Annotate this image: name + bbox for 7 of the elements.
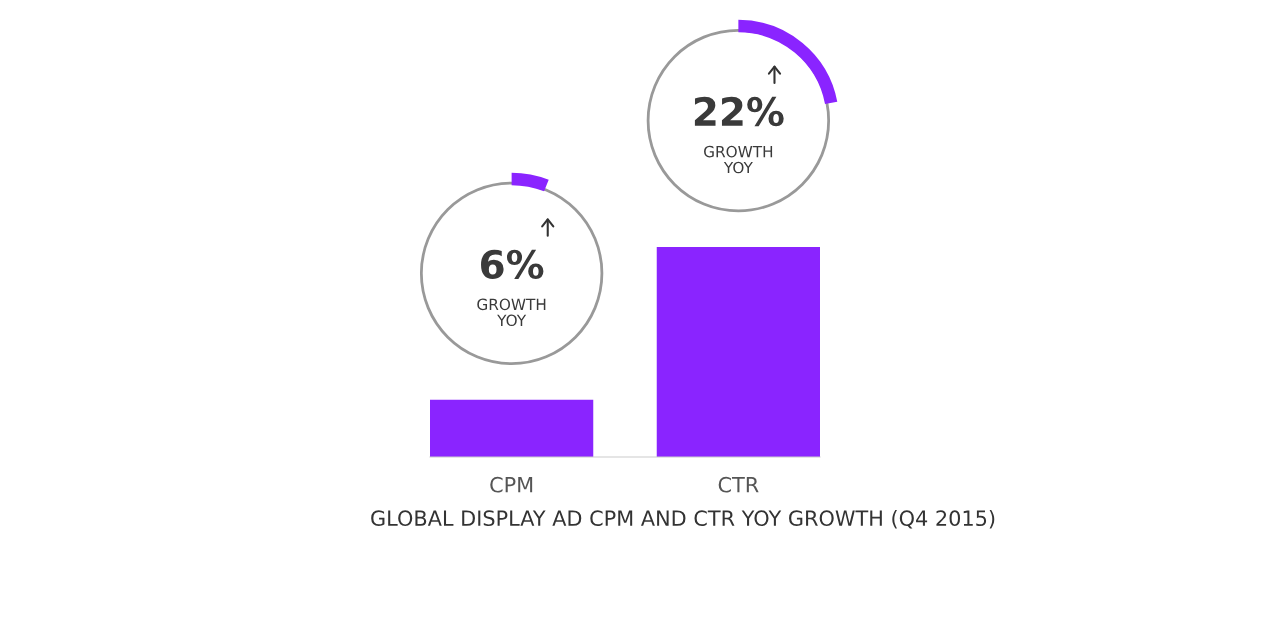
x-tick-label: CPM — [490, 476, 533, 493]
x-tick-label: CTR — [718, 476, 759, 493]
data-label: 22% — [694, 96, 784, 127]
annotation: GROWTH YOY — [477, 298, 546, 327]
text: GROWTH YOY — [704, 145, 773, 174]
data-label: 6% — [481, 249, 544, 280]
text: GLOBAL DISPLAY AD CPM AND CTR YOY GROWTH (Q4 2015) — [371, 509, 995, 529]
